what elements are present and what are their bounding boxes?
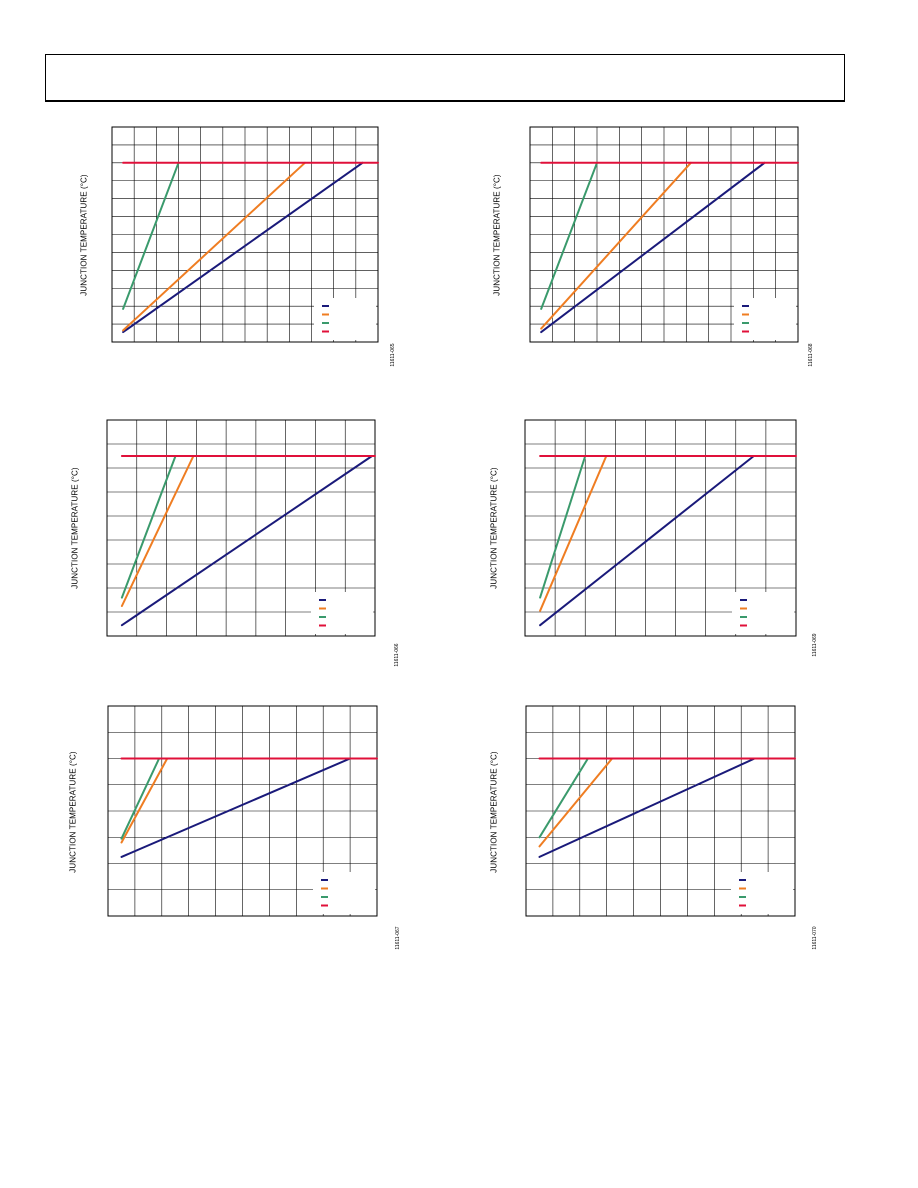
figure-code: 11611-068 (808, 343, 814, 367)
series-line-green (538, 757, 589, 839)
legend-box (313, 872, 375, 914)
chart-4 (524, 419, 797, 637)
figure-code: 11611-069 (812, 633, 818, 657)
plot-frame (107, 705, 378, 917)
figure-code: 11611-066 (394, 643, 400, 667)
legend-box (314, 298, 376, 340)
series-line-blue (122, 161, 364, 334)
legend-box (731, 872, 793, 914)
y-axis-label: JUNCTION TEMPERATURE (°C) (492, 174, 502, 296)
y-axis-label: JUNCTION TEMPERATURE (°C) (68, 751, 78, 873)
legend-box (734, 298, 796, 340)
series-line-blue (120, 455, 373, 627)
series-line-blue (539, 455, 755, 627)
series-line-orange (122, 161, 306, 332)
y-axis-label: JUNCTION TEMPERATURE (°C) (70, 467, 80, 589)
plot-frame (525, 705, 796, 917)
series-line-orange (539, 455, 608, 612)
plot-frame (106, 419, 376, 637)
chart-6 (525, 705, 796, 917)
series-line-green (122, 161, 180, 310)
series-line-orange (120, 455, 195, 607)
figure-code: 11611-065 (390, 343, 396, 367)
chart-2 (529, 126, 799, 343)
series-line-green (120, 757, 161, 840)
plot-frame (524, 419, 797, 637)
chart-1 (111, 126, 379, 343)
series-line-green (120, 455, 177, 599)
legend-box (311, 592, 373, 634)
figure-code: 11611-070 (812, 926, 818, 950)
page-header-box (45, 54, 845, 102)
chart-5 (107, 705, 378, 917)
plot-frame (111, 126, 379, 343)
series-line-green (540, 161, 598, 310)
series-line-orange (538, 757, 614, 848)
y-axis-label: JUNCTION TEMPERATURE (°C) (489, 751, 499, 873)
series-line-orange (540, 161, 692, 330)
legend-box (732, 592, 794, 634)
y-axis-label: JUNCTION TEMPERATURE (°C) (79, 174, 89, 296)
chart-3 (106, 419, 376, 637)
series-line-green (539, 455, 587, 599)
series-line-orange (120, 757, 169, 844)
series-line-blue (540, 161, 766, 334)
series-line-blue (538, 757, 756, 858)
y-axis-label: JUNCTION TEMPERATURE (°C) (489, 467, 499, 589)
figure-code: 11611-067 (395, 926, 401, 950)
plot-frame (529, 126, 799, 343)
series-line-blue (120, 757, 352, 858)
